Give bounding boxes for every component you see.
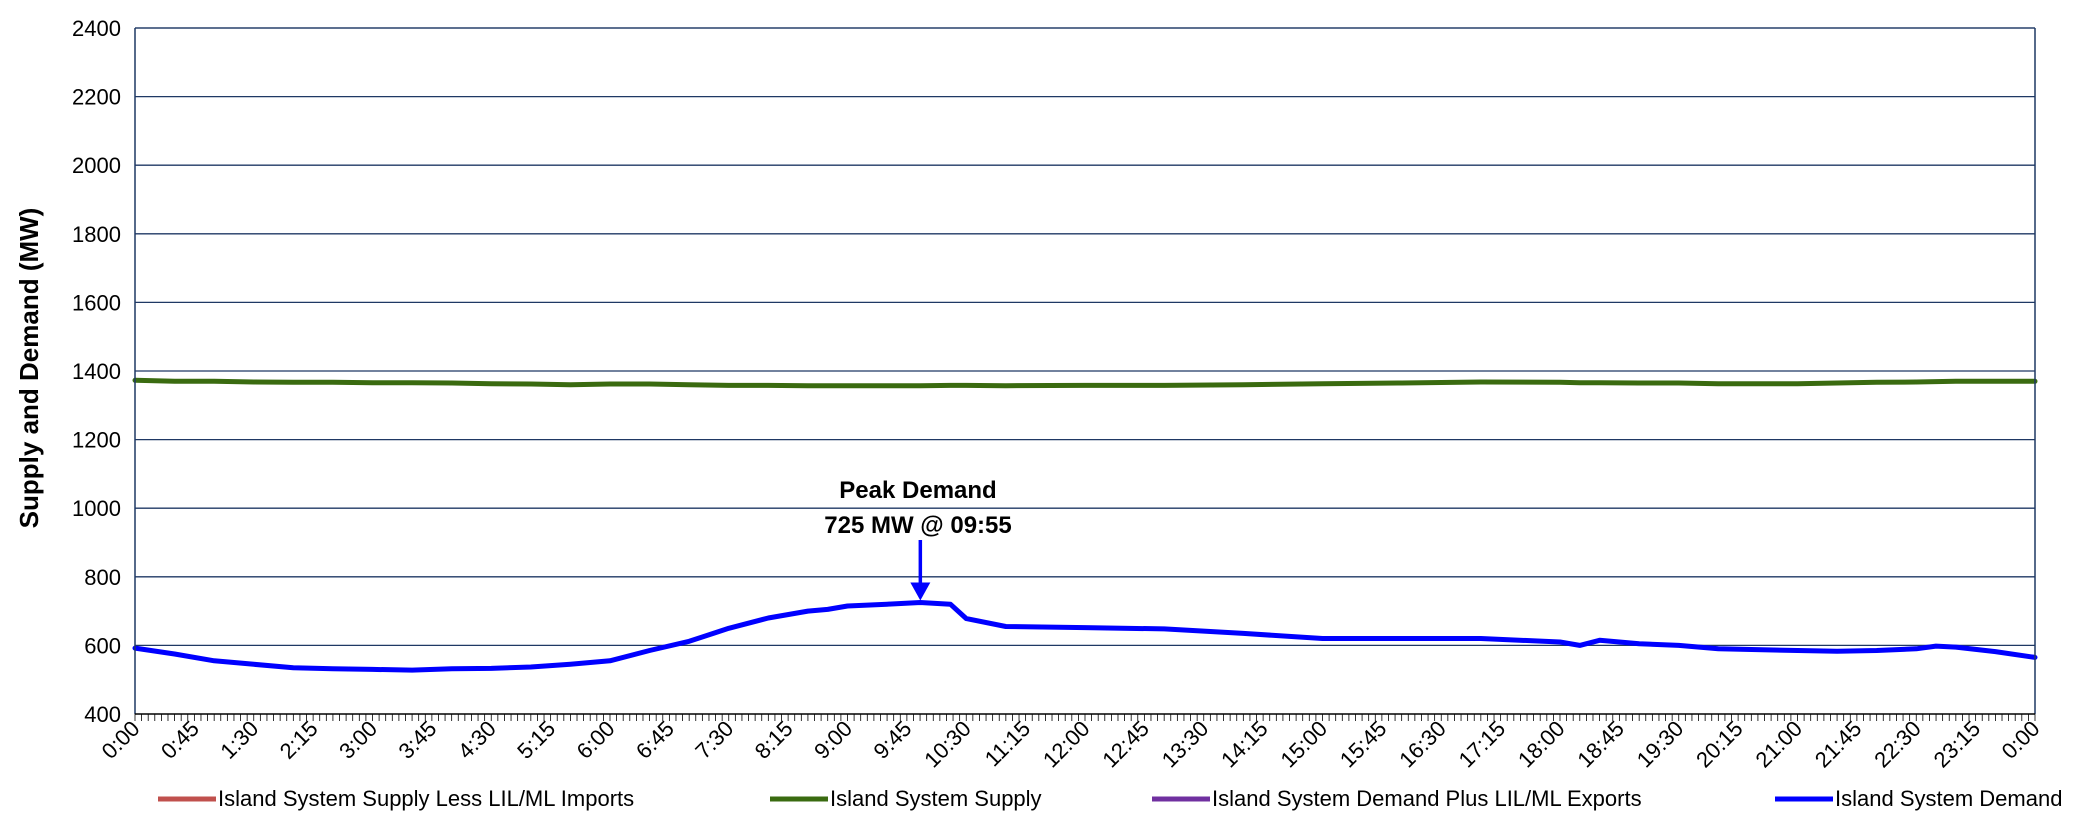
y-tick-labels: 400 600 800 1000 1200 1400 1600 1800 2000 2200 240…	[72, 16, 121, 727]
series-line-3	[132, 600, 2038, 673]
peak-annotation-line1: Peak Demand	[839, 477, 996, 504]
y-tick-label: 1200	[72, 428, 121, 453]
legend-label: Island System Supply Less LIL/ML Imports	[218, 786, 634, 811]
series-line-1	[132, 377, 2038, 389]
y-tick-label: 400	[84, 702, 121, 727]
y-tick-label: 600	[84, 633, 121, 658]
axes	[134, 27, 2036, 721]
y-tick-label: 1600	[72, 290, 121, 315]
series-lines	[132, 377, 2038, 673]
annotation-arrow-head	[910, 582, 931, 601]
y-tick-label: 1800	[72, 222, 121, 247]
peak-annotation-line2: 725 MW @ 09:55	[824, 512, 1011, 539]
y-tick-label: 800	[84, 565, 121, 590]
y-tick-label: 2000	[72, 153, 121, 178]
y-axis-title: Supply and Demand (MW)	[14, 208, 44, 529]
peak-annotation: Peak Demand 725 MW @ 09:55	[824, 477, 1012, 601]
legend-label: Island System Demand Plus LIL/ML Exports	[1212, 786, 1642, 811]
legend-label: Island System Demand	[1835, 786, 2062, 811]
y-tick-label: 1400	[72, 359, 121, 384]
y-tick-label: 2200	[72, 85, 121, 110]
y-tick-label: 1000	[72, 496, 121, 521]
y-tick-label: 2400	[72, 16, 121, 41]
legend: Island System Supply Less LIL/ML Imports…	[158, 786, 2062, 811]
legend-label: Island System Supply	[830, 786, 1042, 811]
